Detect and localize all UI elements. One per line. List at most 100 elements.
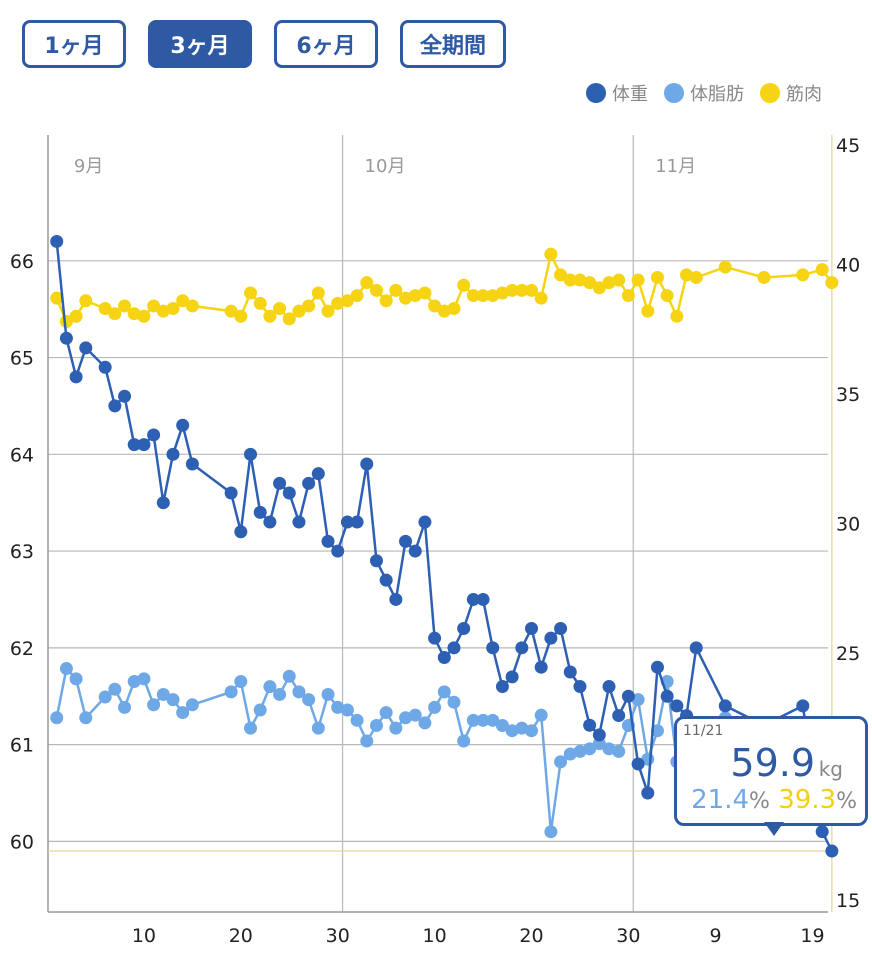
data-point xyxy=(466,713,480,727)
data-point xyxy=(273,687,287,701)
data-point xyxy=(689,641,703,655)
data-point xyxy=(224,685,238,699)
data-point xyxy=(79,294,93,308)
data-point xyxy=(466,592,480,606)
data-point xyxy=(369,283,383,297)
data-point xyxy=(302,693,316,707)
data-point xyxy=(399,534,413,548)
muscle-dot-icon xyxy=(760,83,780,103)
data-point xyxy=(815,825,829,839)
data-point xyxy=(147,299,161,313)
y-right-tick-label: 25 xyxy=(836,643,860,665)
month-label: 9月 xyxy=(74,156,103,177)
data-point xyxy=(428,631,442,645)
data-point xyxy=(156,496,170,510)
data-point xyxy=(486,641,500,655)
data-point xyxy=(525,283,539,297)
tooltip-percentages: 21.4% 39.3% xyxy=(691,785,857,815)
data-point xyxy=(583,718,597,732)
data-point xyxy=(718,699,732,713)
data-point xyxy=(447,641,461,655)
data-point xyxy=(166,447,180,461)
data-point xyxy=(379,706,393,720)
legend-label-fat: 体脂肪 xyxy=(690,84,744,105)
data-point xyxy=(253,296,267,310)
data-point xyxy=(563,665,577,679)
data-point xyxy=(825,844,839,858)
data-point xyxy=(50,234,64,248)
month-label: 10月 xyxy=(365,156,406,177)
tooltip-muscle-value: 39.3 xyxy=(778,785,837,815)
legend-label-weight: 体重 xyxy=(612,84,648,105)
range-all-button[interactable]: 全期間 xyxy=(400,20,506,68)
data-point xyxy=(321,687,335,701)
range-6month-button[interactable]: 6ヶ月 xyxy=(274,20,378,68)
data-point xyxy=(98,302,112,316)
data-point xyxy=(573,680,587,694)
month-label: 11月 xyxy=(655,156,696,177)
y-left-tick-label: 63 xyxy=(10,541,34,563)
data-point xyxy=(525,621,539,635)
data-point xyxy=(263,515,277,529)
tooltip-muscle-unit: % xyxy=(836,789,857,814)
data-point xyxy=(554,268,568,282)
range-1month-button[interactable]: 1ヶ月 xyxy=(22,20,126,68)
data-point xyxy=(515,283,529,297)
tooltip-fat-value: 21.4 xyxy=(691,785,750,815)
data-point xyxy=(244,286,258,300)
series-fat xyxy=(50,662,839,839)
data-point xyxy=(50,291,64,305)
legend-item-muscle: 筋肉 xyxy=(760,80,822,106)
data-point xyxy=(108,399,122,413)
data-point xyxy=(505,670,519,684)
data-point xyxy=(292,515,306,529)
data-point xyxy=(612,273,626,287)
data-point xyxy=(796,699,810,713)
data-point xyxy=(360,276,374,290)
tooltip-fat-unit: % xyxy=(749,789,770,814)
data-point xyxy=(69,309,83,323)
data-point xyxy=(79,341,93,355)
data-point xyxy=(253,505,267,519)
data-point xyxy=(554,621,568,635)
tooltip-pointer xyxy=(764,822,784,836)
data-point xyxy=(263,309,277,323)
data-point xyxy=(340,703,354,717)
data-point xyxy=(98,360,112,374)
data-point xyxy=(544,825,558,839)
data-point xyxy=(234,674,248,688)
chart-series xyxy=(50,234,839,858)
data-point xyxy=(224,304,238,318)
chart-legend: 体重 体脂肪 筋肉 xyxy=(586,80,822,106)
data-point xyxy=(273,476,287,490)
data-point xyxy=(185,457,199,471)
data-point xyxy=(360,457,374,471)
data-point xyxy=(447,302,461,316)
data-point xyxy=(118,700,132,714)
data-point xyxy=(437,651,451,665)
data-point xyxy=(428,700,442,714)
data-point xyxy=(234,525,248,539)
data-point xyxy=(292,685,306,699)
x-tick-label: 30 xyxy=(326,925,350,947)
data-point xyxy=(612,709,626,723)
y-right-tick-label: 35 xyxy=(836,384,860,406)
data-point xyxy=(583,742,597,756)
data-point xyxy=(650,660,664,674)
data-point xyxy=(340,294,354,308)
data-point xyxy=(718,260,732,274)
data-point xyxy=(321,534,335,548)
series-weight xyxy=(50,234,839,858)
y-right-tick-label: 40 xyxy=(836,255,860,277)
data-point xyxy=(457,278,471,292)
data-point xyxy=(331,544,345,558)
data-point xyxy=(127,438,141,452)
data-point xyxy=(321,304,335,318)
data-point xyxy=(583,276,597,290)
data-point xyxy=(369,719,383,733)
x-tick-label: 10 xyxy=(132,925,156,947)
range-3month-button[interactable]: 3ヶ月 xyxy=(148,20,252,68)
data-point xyxy=(621,689,635,703)
data-point xyxy=(147,698,161,712)
